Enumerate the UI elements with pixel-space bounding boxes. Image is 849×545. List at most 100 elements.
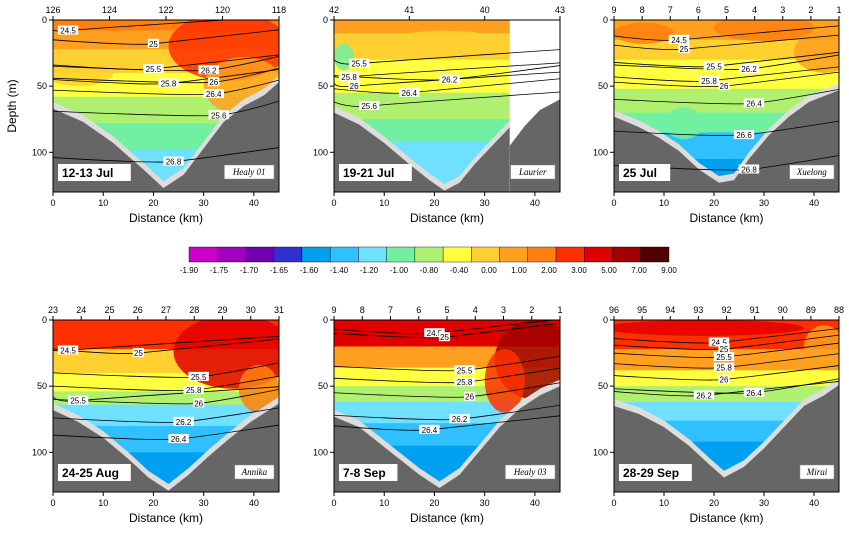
contour-label: 26.4 [746,389,762,398]
colorbar-swatch [527,246,557,263]
date-label: 28-29 Sep [623,466,679,480]
contour-label-bg [193,398,205,408]
contour-label: 25.5 [351,60,367,69]
color-patch [484,349,525,413]
contour-label-bg [718,374,730,384]
date-label-bg [619,164,671,181]
station-label: 30 [246,305,256,315]
y-tick-label: 50 [598,81,608,91]
station-label: 41 [404,5,414,15]
ship-label: Laurier [518,167,547,177]
contour-label: 26 [465,393,474,402]
station-label: 8 [360,305,365,315]
ship-label: Mirai [806,467,828,477]
station-label: 40 [480,5,490,15]
seafloor [334,26,510,192]
contour-label: 26.6 [736,131,752,140]
ship-label-bg [505,464,556,480]
colorbar-swatch [273,246,303,263]
colorbar-label: -1.65 [270,266,289,275]
colorbar-label: 2.00 [541,266,557,275]
station-label: 2 [808,5,813,15]
x-tick-label: 0 [50,498,55,508]
x-tick-label: 20 [709,498,719,508]
section-panel: 24.5 25 25.5 25.5 25.8 26 26.2 26.4 24-25 Aug Ann… [32,305,284,525]
station-label: 118 [272,5,286,15]
x-tick-label: 40 [809,198,819,208]
contour-label-bg [713,362,735,372]
x-tick-label: 40 [530,198,540,208]
y-axis-label: Depth (m) [5,79,19,132]
colorbar-swatch [358,246,387,263]
contour-label: 26.8 [166,158,182,167]
contour-line [334,71,560,88]
colorbar-label: -1.90 [180,266,199,275]
station-label: 91 [750,305,760,315]
contour-label-bg [708,337,730,347]
x-tick-label: 30 [759,498,769,508]
contour-label-bg [738,63,760,73]
contour-label-bg [208,110,229,120]
contour-label-bg [173,416,194,426]
color-band [614,39,839,61]
color-patch [794,30,839,73]
station-label: 42 [329,5,339,15]
colorbar-swatch [555,246,585,263]
station-label: 6 [696,5,701,15]
ship-label-bg [799,464,835,480]
ship-label: Healy 01 [232,167,266,177]
station-label: 92 [721,305,731,315]
colorbar-label: -1.70 [240,266,259,275]
station-label: 31 [274,305,284,315]
x-tick-label: 30 [759,198,769,208]
contour-label: 25.5 [716,353,732,362]
contour-label: 26.4 [402,89,418,98]
contour-label: 25.8 [716,364,732,373]
ship-label: Xuelong [796,167,827,177]
contour-label: 25.5 [146,65,162,74]
colorbar-swatch [612,246,641,263]
colorbar-swatch [414,246,444,263]
contour-label-bg [668,34,690,44]
x-tick-label: 40 [249,498,259,508]
y-tick-label: 0 [42,15,47,25]
contour-label: 26 [209,78,218,87]
x-axis-label: Distance (km) [689,211,763,225]
contour-label-bg [188,371,209,381]
contour-label-bg [208,77,220,87]
station-label: 5 [444,305,449,315]
contour-label-bg [454,377,475,387]
ship-label: Annika [241,467,268,477]
station-label: 94 [665,305,675,315]
contour-label-bg [348,58,370,68]
colorbar-swatch [584,246,613,263]
colorbar-swatch [245,246,274,263]
colorbar-label: 7.00 [631,266,647,275]
contour-label-bg [399,87,420,97]
colorbar-swatch [442,246,472,263]
station-label: 1 [557,305,562,315]
x-tick-label: 40 [249,198,259,208]
contour-label: 25.5 [191,373,207,382]
contour-label-bg [67,395,89,405]
x-axis-label: Distance (km) [410,511,484,525]
colorbar-swatch [217,246,246,263]
contour-line [53,20,232,32]
station-label: 1 [836,5,841,15]
colorbar-swatch [499,246,529,263]
station-label: 88 [834,305,844,315]
contour-label: 25.6 [211,111,227,120]
x-axis-label: Distance (km) [410,211,484,225]
contour-label-bg [713,352,735,362]
colorbar: -1.90 -1.75 -1.70 -1.65 -1.60 -1.40 -1.20 -1.00… [180,246,677,275]
x-tick-label: 30 [480,498,490,508]
contour-label-bg [203,89,224,99]
contour-label-bg [733,130,755,140]
colorbar-swatch [386,246,416,263]
colorbar-swatch [471,246,500,263]
colorbar-swatch [301,246,331,263]
color-band [614,386,839,404]
contour-label: 24.5 [671,36,687,45]
